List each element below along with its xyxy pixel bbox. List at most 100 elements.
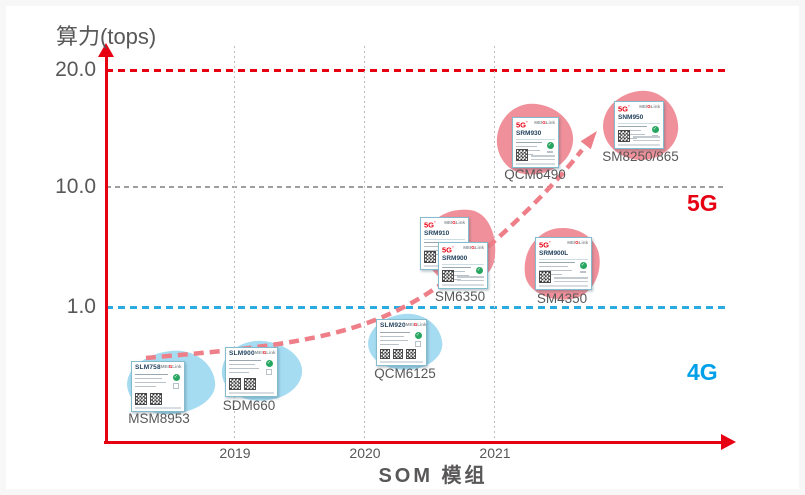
card-header: 5G° MEIGLink <box>618 104 660 114</box>
platform-label-sm4350: SM4350 <box>536 291 588 306</box>
module-sm8250: 5G° MEIGLink SNM950 ✓ SM8250/865 <box>600 87 681 164</box>
gridline-2020 <box>364 46 365 441</box>
x-tick-2021: 2021 <box>479 445 511 461</box>
spec-lines <box>135 373 171 394</box>
card-header: 5G° MEIGLink <box>539 240 588 250</box>
spec-line <box>633 136 660 138</box>
qr-codes <box>229 378 274 390</box>
meiglink-logo: MEIGLink <box>567 240 588 245</box>
x-axis-arrow-icon <box>721 434 736 450</box>
qr-codes <box>539 271 588 283</box>
spec-line <box>135 377 162 379</box>
x-axis-title: SOM 模组 <box>378 465 488 487</box>
qr-code-icon <box>380 349 390 359</box>
card-model-name: SLM920 <box>380 322 406 329</box>
card-header: SLM920 MEIGLink <box>380 322 426 330</box>
qr-codes <box>442 270 484 282</box>
qr-code-icon <box>393 349 403 359</box>
cert-green-icon: ✓ <box>265 359 273 367</box>
card-footer-strip <box>229 392 274 394</box>
platform-label-qcm6125: QCM6125 <box>374 366 436 381</box>
cert-green-icon: ✓ <box>579 261 587 269</box>
qr-code-icon <box>135 393 147 405</box>
qr-code-icon <box>406 349 416 359</box>
spec-line <box>539 265 568 267</box>
spec-line <box>618 125 647 127</box>
spec-line <box>229 359 261 361</box>
qr-side-text <box>633 136 660 142</box>
5g-badge: 5G° <box>516 120 528 130</box>
module-sdm660: SLM900 MEIGLink ✓ SDM660 <box>219 337 305 413</box>
meiglink-logo: MEIGLink <box>160 364 182 369</box>
spec-line <box>135 385 157 387</box>
spec-lines <box>229 359 264 379</box>
spec-line <box>516 145 538 147</box>
cert-square-icon <box>415 340 421 347</box>
cert-marks: ✓ <box>413 331 423 350</box>
5g-badge: 5G° <box>424 220 436 230</box>
meiglink-logo: MEIGLink <box>254 350 276 355</box>
spec-line <box>380 343 400 345</box>
spec-line <box>633 139 660 141</box>
platform-label-sm6350: SM6350 <box>434 289 486 304</box>
cert-green-icon: ✓ <box>651 125 659 133</box>
platform-label-msm8953: MSM8953 <box>128 411 190 426</box>
trend-arrowhead-icon <box>580 131 597 150</box>
card-header: SLM900 MEIGLink <box>229 350 276 358</box>
card-model-name: SRM900L <box>539 250 588 260</box>
card-footer-strip <box>442 284 484 286</box>
module-photo-srm930: 5G° MEIGLink SRM930 ✓ <box>512 117 559 168</box>
card-header: 5G° MEIGLink <box>442 245 484 255</box>
qr-code-icon <box>539 271 551 283</box>
5g-badge: 5G° <box>442 245 454 255</box>
spec-line <box>380 339 408 341</box>
card-header: 5G° MEIGLink <box>424 220 465 230</box>
cert-marks: ✓ <box>264 359 274 379</box>
card-spec-text: ✓ <box>539 261 588 275</box>
qr-codes <box>380 349 423 359</box>
y-axis-title: 算力(tops) <box>56 24 157 49</box>
qr-code-icon <box>229 378 241 390</box>
5g-badge: 5G° <box>618 104 630 114</box>
card-footer-strip <box>516 163 555 165</box>
spec-lines <box>516 141 545 155</box>
spec-lines <box>539 261 578 275</box>
module-photo-srm900l: 5G° MEIGLink SRM900L ✓ <box>535 237 592 290</box>
spec-line <box>380 335 405 337</box>
cert-green-icon: ✓ <box>414 331 422 339</box>
gridline-20tops <box>106 69 725 72</box>
meiglink-logo: MEIGLink <box>405 322 427 327</box>
cert-marks: ✓ <box>545 141 555 153</box>
x-tick-2019: 2019 <box>219 445 251 461</box>
spec-line <box>554 280 588 282</box>
spec-line <box>554 277 588 279</box>
module-msm8953: SLM758 MEIGLink ✓ MSM8953 <box>124 348 218 426</box>
meiglink-logo: MEIGLink <box>639 104 660 109</box>
qr-codes <box>516 149 555 161</box>
5g-badge: 5G° <box>539 240 551 250</box>
card-spec-text: ✓ <box>380 331 423 350</box>
spec-line <box>229 367 259 369</box>
meiglink-logo: MEIGLink <box>463 245 484 250</box>
module-photo-slm900: SLM900 MEIGLink ✓ <box>225 347 278 397</box>
module-photo-srm900: 5G° MEIGLink SRM900 ✓ <box>438 242 488 289</box>
band-label-5g: 5G <box>687 190 718 216</box>
y-axis-line <box>105 55 108 443</box>
qr-code-icon <box>424 251 436 263</box>
qr-side-text <box>554 277 588 283</box>
module-qcm6490: 5G° MEIGLink SRM930 ✓ QCM6490 <box>493 100 577 182</box>
qr-code-icon <box>618 130 630 142</box>
qr-side-text <box>457 276 484 282</box>
spec-line <box>531 155 555 157</box>
cert-marks: ✓ <box>578 261 588 273</box>
card-model-name: SRM900 <box>442 255 484 265</box>
cert-square-icon <box>266 368 272 375</box>
qr-code-icon <box>442 270 454 282</box>
qr-codes <box>618 130 660 142</box>
card-footer-strip <box>135 407 181 409</box>
module-qcm6125: SLM920 MEIGLink ✓ QCM6125 <box>365 310 445 381</box>
cert-marks: ✓ <box>171 373 181 394</box>
card-header: SLM758 MEIGLink <box>135 364 182 372</box>
card-footer-strip <box>380 361 423 363</box>
